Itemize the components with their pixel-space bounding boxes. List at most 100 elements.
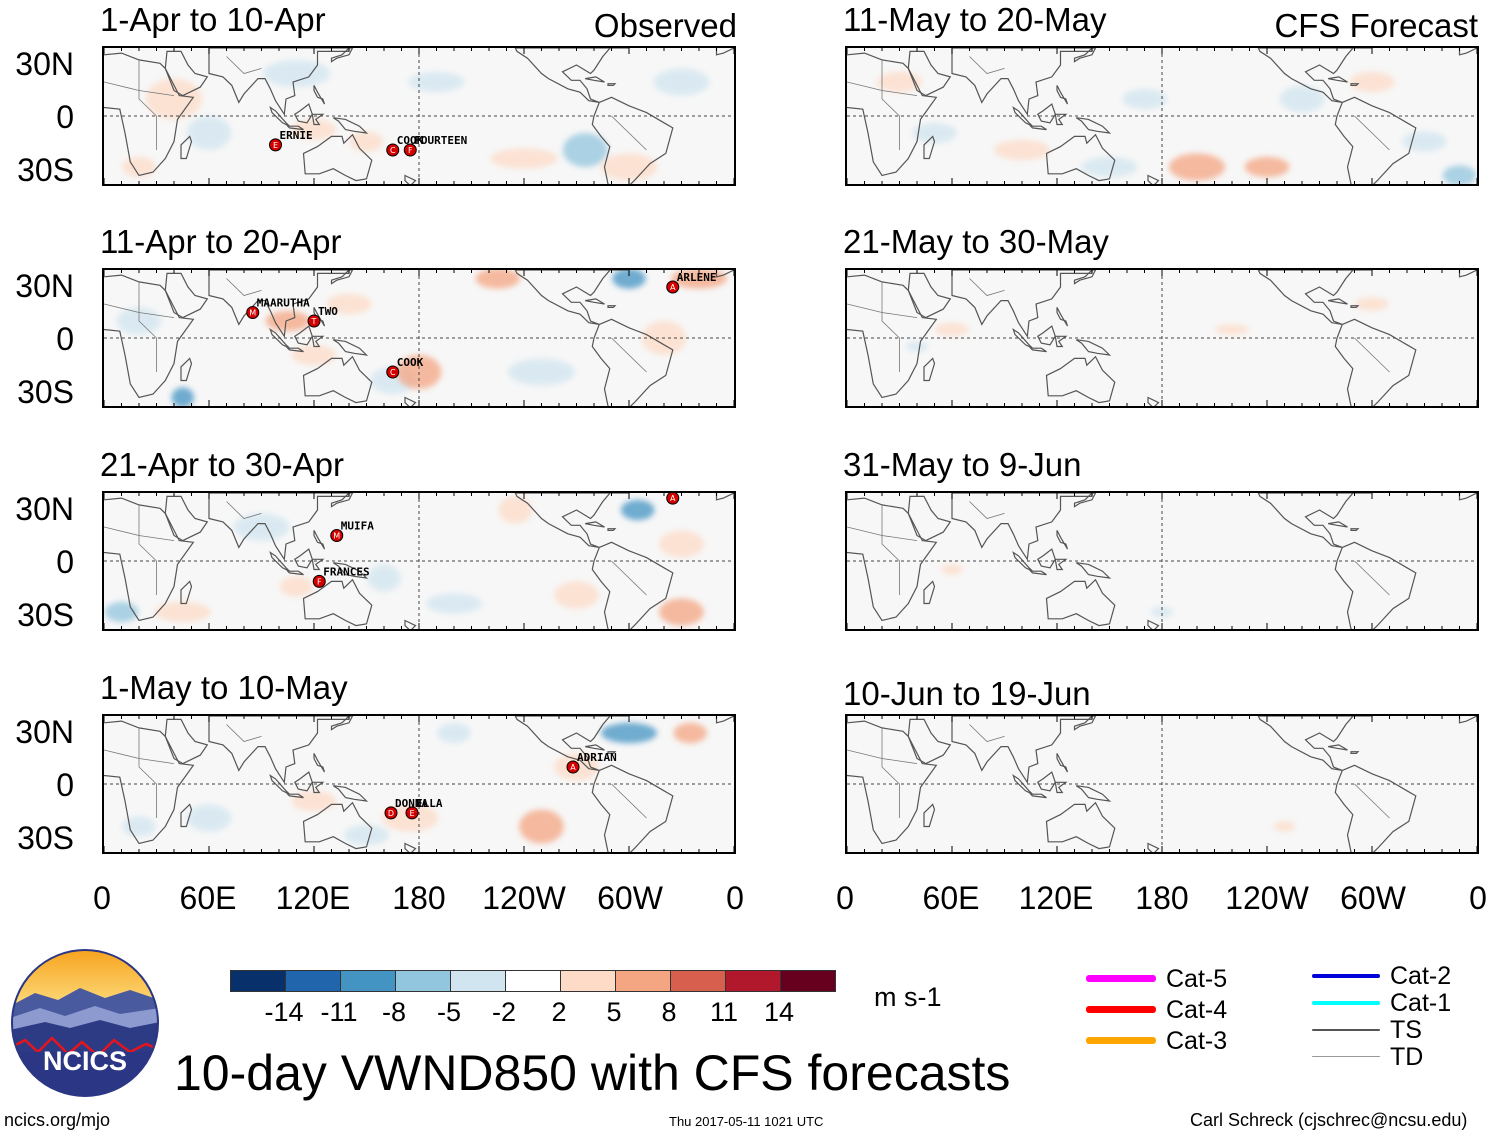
legend-swatch-td — [1312, 1056, 1380, 1057]
coastline — [923, 357, 936, 382]
coastline — [951, 270, 1093, 339]
coastline — [302, 578, 373, 627]
coastline — [313, 530, 326, 550]
country-border — [611, 560, 647, 596]
coastline — [1458, 48, 1477, 56]
coastline — [1147, 396, 1160, 406]
storm-symbol-icon — [386, 365, 400, 379]
coastline — [585, 298, 605, 305]
storm-initial: E — [409, 809, 414, 818]
storm-initial: A — [570, 763, 576, 772]
storm-label: ARLENE — [677, 493, 717, 495]
anomaly-contour — [554, 581, 599, 609]
coastline — [1045, 355, 1116, 404]
coastline — [180, 580, 193, 605]
coastline — [847, 720, 938, 845]
storm-symbol-icon — [403, 143, 417, 157]
coastline — [180, 357, 193, 382]
colorbar-tick: 2 — [551, 997, 567, 1027]
forecast-header: CFS Forecast — [1274, 7, 1478, 44]
coastline — [607, 305, 617, 308]
colorbar-swatch — [395, 970, 451, 992]
coastline — [907, 718, 952, 765]
anomaly-contour — [1442, 165, 1477, 184]
storm-label: DONNA — [395, 797, 428, 810]
coastline — [404, 842, 417, 852]
period-title-right-1: 11-May to 20-May — [843, 1, 1107, 38]
coastline — [1350, 305, 1360, 308]
anomaly-contour — [507, 358, 576, 386]
anomaly-contour — [1122, 88, 1167, 110]
country-border — [104, 81, 175, 96]
lat-label: 30S — [17, 597, 74, 633]
anomaly-contour — [659, 598, 704, 626]
lat-label: 30S — [17, 374, 74, 410]
coastline — [330, 493, 354, 508]
ncics-logo: NCICS — [10, 948, 160, 1098]
coastline — [591, 318, 674, 406]
map-panel-forecast-1 — [845, 46, 1479, 186]
coastline — [1054, 113, 1068, 126]
storm-initial: E — [273, 141, 278, 150]
coastline — [1147, 174, 1160, 184]
coastline — [1334, 96, 1417, 184]
lat-label: 30N — [15, 491, 74, 527]
coastline — [1029, 347, 1047, 353]
anomaly-contour — [1402, 131, 1447, 152]
storm-label: COOK — [397, 356, 424, 369]
period-title-left-2: 11-Apr to 20-Apr — [100, 223, 342, 260]
anomaly-contour — [1244, 156, 1290, 178]
coastline — [180, 803, 193, 828]
coastline — [514, 270, 630, 325]
legend-swatch-cat2 — [1312, 974, 1380, 978]
coastline — [330, 716, 354, 731]
lon-label: 0 — [1469, 880, 1487, 916]
lon-label: 60W — [1340, 880, 1406, 916]
coastline — [1350, 751, 1360, 754]
anomaly-contour — [562, 133, 608, 167]
country-border — [1354, 337, 1390, 373]
anomaly-contour — [326, 293, 372, 315]
coastline — [591, 96, 674, 184]
storm-initial: C — [390, 368, 396, 377]
coastline — [585, 521, 605, 528]
coastline — [1458, 270, 1477, 278]
storm-symbol-icon — [384, 806, 398, 820]
footer-author: Carl Schreck (cjschrec@ncsu.edu) — [1190, 1110, 1468, 1130]
anomaly-contour — [601, 722, 657, 744]
coastline — [1328, 744, 1348, 751]
lon-label: 180 — [1135, 880, 1189, 916]
country-border — [104, 526, 175, 541]
storm-initial: D — [388, 809, 394, 818]
country-border — [226, 501, 262, 519]
map-panel-forecast-2 — [845, 268, 1479, 408]
coastline — [208, 716, 350, 785]
period-title-right-4: 10-Jun to 19-Jun — [843, 675, 1091, 712]
anomaly-contour — [994, 139, 1050, 161]
coastline — [1257, 48, 1373, 103]
lon-label: 60E — [179, 880, 237, 916]
map-svg — [847, 48, 1477, 184]
coastline — [311, 558, 325, 571]
country-border — [881, 59, 900, 150]
coastline — [907, 495, 952, 542]
legend-label-td: TD — [1390, 1043, 1424, 1071]
coastline — [311, 335, 325, 348]
coastline — [1029, 570, 1047, 576]
coastline — [1075, 117, 1112, 134]
coastline — [585, 76, 605, 83]
country-border — [138, 504, 157, 595]
country-border — [138, 59, 157, 150]
storm-symbol-icon — [566, 760, 580, 774]
anomaly-contour — [437, 722, 471, 744]
footer-url[interactable]: ncics.org/mjo — [4, 1110, 111, 1130]
country-border — [104, 749, 175, 764]
anomaly-contour — [408, 71, 465, 93]
